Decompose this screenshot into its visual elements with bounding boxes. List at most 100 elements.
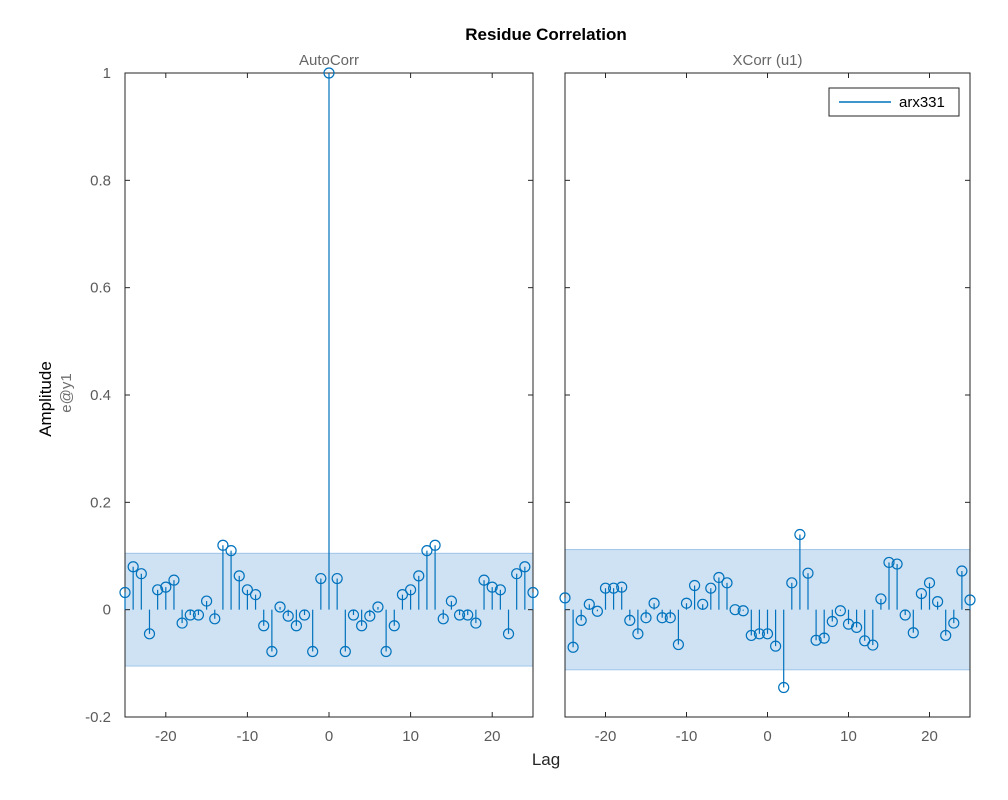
stem-marker bbox=[225, 545, 237, 557]
stem-marker bbox=[964, 594, 976, 606]
y-axis-sublabel: e@y1 bbox=[58, 373, 75, 412]
x-tick-label: 10 bbox=[840, 728, 857, 745]
stem-marker bbox=[632, 628, 644, 640]
stem-marker bbox=[923, 577, 936, 589]
x-tick-label: -10 bbox=[237, 728, 259, 745]
stem-marker bbox=[591, 605, 604, 617]
stem-marker bbox=[339, 645, 351, 658]
stem-marker bbox=[753, 628, 766, 640]
stem-marker bbox=[616, 581, 628, 593]
x-tick-label: 20 bbox=[484, 728, 501, 745]
stem-marker bbox=[737, 605, 749, 617]
y-tick-label: 0.4 bbox=[90, 387, 111, 404]
stem-marker bbox=[867, 639, 879, 651]
stem-marker bbox=[705, 582, 717, 594]
stem-marker bbox=[388, 620, 400, 632]
stem-marker bbox=[624, 614, 636, 627]
stem-marker bbox=[786, 577, 798, 589]
y-tick-label: 0.6 bbox=[90, 280, 111, 297]
stem-marker bbox=[680, 597, 693, 609]
stem-marker bbox=[282, 610, 294, 622]
stem-marker bbox=[176, 617, 188, 629]
stem-marker bbox=[915, 587, 928, 600]
stem-marker bbox=[697, 598, 709, 610]
stem-marker bbox=[347, 609, 360, 621]
stem-marker bbox=[810, 634, 822, 646]
stem-marker bbox=[494, 584, 506, 596]
y-tick-label: 0.8 bbox=[90, 172, 111, 189]
axes-panel-2: XCorr (u1) -20 -10 0 10 20 arx331 bbox=[559, 52, 976, 745]
stem-marker bbox=[899, 609, 911, 621]
stem-marker bbox=[274, 601, 286, 613]
stem-marker bbox=[794, 528, 806, 541]
stem-marker bbox=[956, 565, 968, 577]
stem-marker bbox=[607, 582, 620, 594]
stem-marker bbox=[127, 561, 139, 573]
stem-marker bbox=[527, 586, 539, 599]
stem-marker bbox=[648, 597, 660, 609]
stem-marker bbox=[421, 545, 433, 557]
stem-marker bbox=[567, 641, 579, 653]
stem-marker bbox=[396, 589, 409, 601]
stem-marker bbox=[907, 627, 919, 639]
legend-entry: arx331 bbox=[899, 94, 945, 111]
stem-marker bbox=[372, 601, 384, 613]
y-axis-label: Amplitude bbox=[36, 361, 55, 437]
stem-marker bbox=[119, 586, 131, 599]
stem-marker bbox=[135, 568, 147, 580]
confidence-band bbox=[564, 549, 971, 671]
stem-marker bbox=[405, 584, 417, 596]
y-tick-label: 0.2 bbox=[90, 494, 111, 511]
stem-marker bbox=[201, 595, 213, 607]
stem-marker bbox=[290, 620, 302, 632]
stem-marker bbox=[761, 628, 774, 640]
panel-title: AutoCorr bbox=[299, 52, 359, 69]
stem-marker bbox=[502, 628, 515, 640]
stem-marker bbox=[656, 612, 668, 624]
stem-marker bbox=[298, 609, 311, 621]
stem-marker bbox=[470, 617, 482, 629]
panel-title: XCorr (u1) bbox=[732, 52, 802, 69]
stem-marker bbox=[883, 556, 895, 569]
x-tick-label: 0 bbox=[325, 728, 333, 745]
stem-marker bbox=[519, 561, 531, 573]
stem-marker bbox=[478, 574, 490, 586]
stem-marker bbox=[486, 581, 498, 593]
stem-marker bbox=[143, 628, 156, 640]
y-tick-label: -0.2 bbox=[85, 709, 111, 726]
stem-marker bbox=[948, 617, 960, 629]
x-tick-label: -10 bbox=[676, 728, 698, 745]
stem-marker bbox=[249, 589, 262, 601]
stem-marker bbox=[778, 681, 790, 694]
stem-marker bbox=[258, 620, 270, 632]
stem-marker bbox=[241, 584, 253, 596]
stem-marker bbox=[940, 629, 952, 642]
stem-marker bbox=[429, 539, 441, 551]
stem-marker bbox=[445, 595, 457, 607]
stem-marker bbox=[152, 584, 164, 596]
stem-marker bbox=[168, 574, 180, 586]
stem-marker bbox=[583, 598, 595, 610]
stem-marker bbox=[729, 604, 741, 616]
stem-marker bbox=[511, 568, 523, 580]
stem-marker bbox=[453, 609, 466, 621]
stem-marker bbox=[575, 614, 587, 627]
stem-marker bbox=[664, 612, 676, 624]
stem-marker bbox=[713, 571, 725, 584]
stem-marker bbox=[413, 570, 425, 582]
stem-marker bbox=[233, 570, 245, 582]
stem-marker bbox=[160, 581, 172, 593]
y-tick-label: 1 bbox=[103, 65, 111, 82]
stem-marker bbox=[875, 593, 887, 605]
stem-marker bbox=[307, 645, 319, 658]
x-tick-label: -20 bbox=[595, 728, 617, 745]
stem-marker bbox=[931, 596, 944, 608]
stem-marker bbox=[559, 592, 571, 604]
stem-marker bbox=[323, 67, 335, 79]
stem-marker bbox=[315, 572, 327, 585]
stem-marker bbox=[850, 621, 863, 633]
figure-title: Residue Correlation bbox=[465, 25, 627, 44]
axes-panels: AutoCorr -20 -10 0 10 20 -0.2 0 0.2 0.4 0.6 0.8 1 XCo… bbox=[85, 52, 976, 745]
x-tick-label: 10 bbox=[402, 728, 419, 745]
y-tick-label: 0 bbox=[103, 602, 111, 619]
